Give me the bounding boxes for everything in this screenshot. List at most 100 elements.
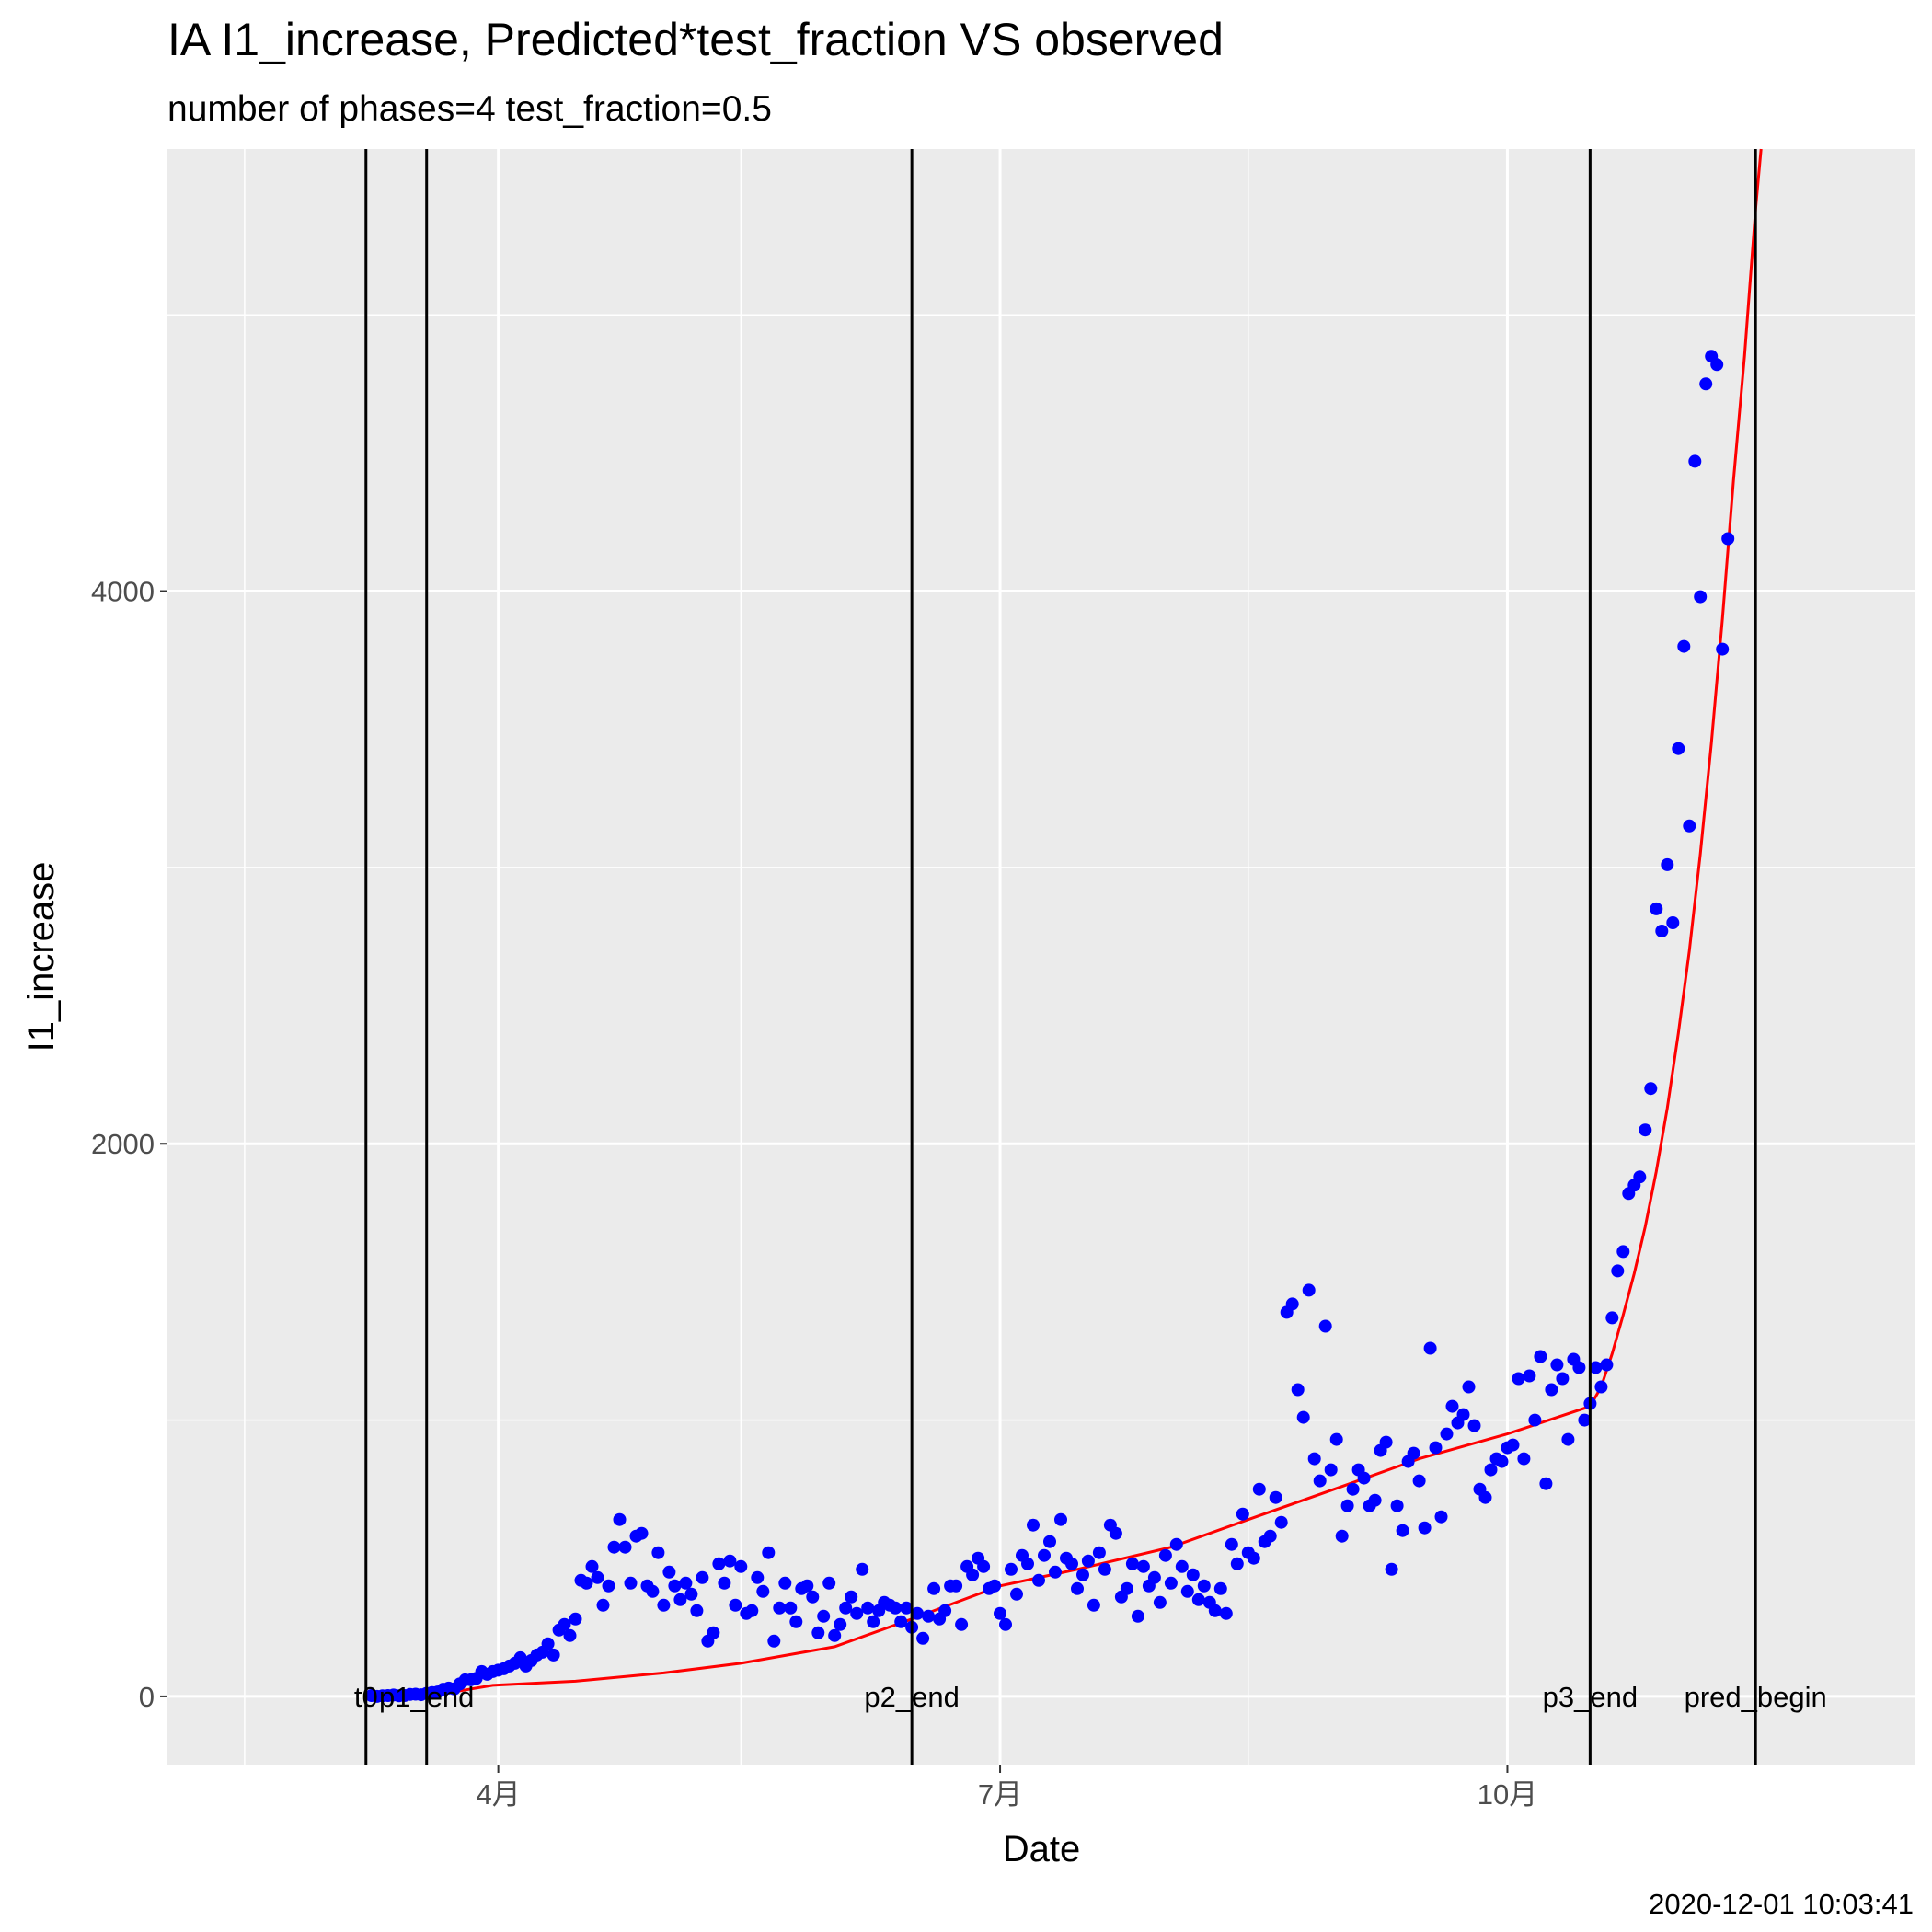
observed-point (1368, 1493, 1382, 1507)
observed-point (867, 1615, 880, 1628)
observed-point (1313, 1474, 1327, 1488)
observed-point (1324, 1463, 1338, 1477)
observed-point (1688, 454, 1702, 468)
observed-point (1010, 1587, 1023, 1601)
observed-point (850, 1606, 864, 1620)
phase-lines: t0 p1_end p2_end p3_end pred_begin (354, 149, 1827, 1765)
observed-point (723, 1554, 737, 1568)
observed-point (778, 1576, 792, 1590)
observed-point (1291, 1383, 1305, 1397)
observed-point (949, 1579, 963, 1593)
observed-point (811, 1626, 825, 1639)
observed-point (1274, 1515, 1288, 1529)
observed-point (751, 1570, 765, 1584)
observed-point (707, 1626, 720, 1639)
observed-point (1512, 1372, 1525, 1386)
observed-point (1710, 358, 1724, 372)
observed-point (1390, 1499, 1404, 1512)
observed-point (1396, 1524, 1409, 1537)
phase-line-label: t0 (354, 1681, 378, 1713)
observed-point (1147, 1570, 1161, 1584)
observed-point (773, 1601, 787, 1615)
observed-point (1335, 1529, 1349, 1543)
observed-point (1027, 1518, 1040, 1532)
observed-point (1153, 1595, 1167, 1609)
observed-point (789, 1615, 803, 1628)
observed-point (712, 1557, 726, 1570)
y-axis-title: I1_increase (21, 862, 62, 1052)
plot-panel (167, 149, 1915, 1765)
y-tick-label: 0 (139, 1681, 155, 1713)
observed-point (1721, 532, 1735, 546)
observed-point (1252, 1482, 1266, 1496)
chart-subtitle: number of phases=4 test_fraction=0.5 (167, 89, 772, 129)
observed-point (690, 1604, 704, 1617)
observed-point (1434, 1510, 1448, 1524)
observed-point (1445, 1399, 1459, 1413)
observed-point (657, 1598, 671, 1612)
observed-point (1340, 1499, 1354, 1512)
observed-point (1186, 1568, 1200, 1581)
observed-point (1534, 1350, 1547, 1363)
observed-point (762, 1546, 776, 1559)
observed-point (1180, 1584, 1194, 1598)
observed-point (1071, 1581, 1084, 1595)
observed-point (624, 1576, 638, 1590)
observed-point (558, 1617, 571, 1631)
observed-point (988, 1579, 1002, 1593)
observed-point (745, 1604, 759, 1617)
observed-point (1225, 1537, 1238, 1551)
observed-point (1158, 1548, 1172, 1562)
observed-point (1049, 1565, 1062, 1579)
observed-point (635, 1526, 649, 1540)
observed-point (684, 1587, 698, 1601)
observed-point (1087, 1598, 1100, 1612)
observed-point (1021, 1557, 1034, 1570)
observed-point (1346, 1482, 1360, 1496)
observed-point (1528, 1413, 1542, 1427)
observed-point (1109, 1526, 1122, 1540)
observed-point (1296, 1410, 1310, 1424)
observed-point (1672, 742, 1685, 755)
observed-point (856, 1562, 869, 1576)
observed-point (1208, 1604, 1222, 1617)
observed-point (651, 1546, 665, 1559)
observed-point (1550, 1358, 1564, 1372)
observed-point (1456, 1408, 1470, 1421)
observed-point (839, 1601, 853, 1615)
x-tick-label: 7月 (978, 1778, 1022, 1811)
observed-point (1655, 925, 1669, 937)
observed-point (999, 1617, 1012, 1631)
observed-point (800, 1579, 814, 1593)
chart-title: IA I1_increase, Predicted*test_fraction … (167, 14, 1224, 65)
observed-point (1329, 1432, 1343, 1446)
observed-point (916, 1631, 930, 1645)
observed-point (1065, 1557, 1078, 1570)
observed-point (1633, 1170, 1647, 1184)
observed-point (602, 1579, 615, 1593)
observed-point (1005, 1562, 1018, 1576)
observed-point (1131, 1609, 1144, 1623)
observed-point (1429, 1441, 1443, 1455)
observed-point (1307, 1452, 1321, 1466)
observed-point (1169, 1537, 1183, 1551)
observed-point (1561, 1432, 1575, 1446)
observed-point (784, 1601, 798, 1615)
observed-point (1125, 1557, 1139, 1570)
phase-line-label: p2_end (864, 1681, 959, 1713)
observed-points (364, 350, 1735, 1703)
observed-point (767, 1634, 781, 1648)
observed-point (1032, 1573, 1045, 1587)
observed-point (1616, 1245, 1630, 1259)
observed-point (1600, 1358, 1614, 1372)
observed-point (679, 1576, 693, 1590)
observed-point (1578, 1413, 1592, 1427)
observed-point (1357, 1471, 1371, 1485)
observed-point (1506, 1438, 1520, 1452)
observed-point (911, 1606, 925, 1620)
observed-point (822, 1576, 836, 1590)
observed-point (1081, 1554, 1095, 1568)
observed-point (1076, 1568, 1089, 1581)
observed-point (1043, 1535, 1056, 1548)
observed-point (1191, 1593, 1205, 1606)
